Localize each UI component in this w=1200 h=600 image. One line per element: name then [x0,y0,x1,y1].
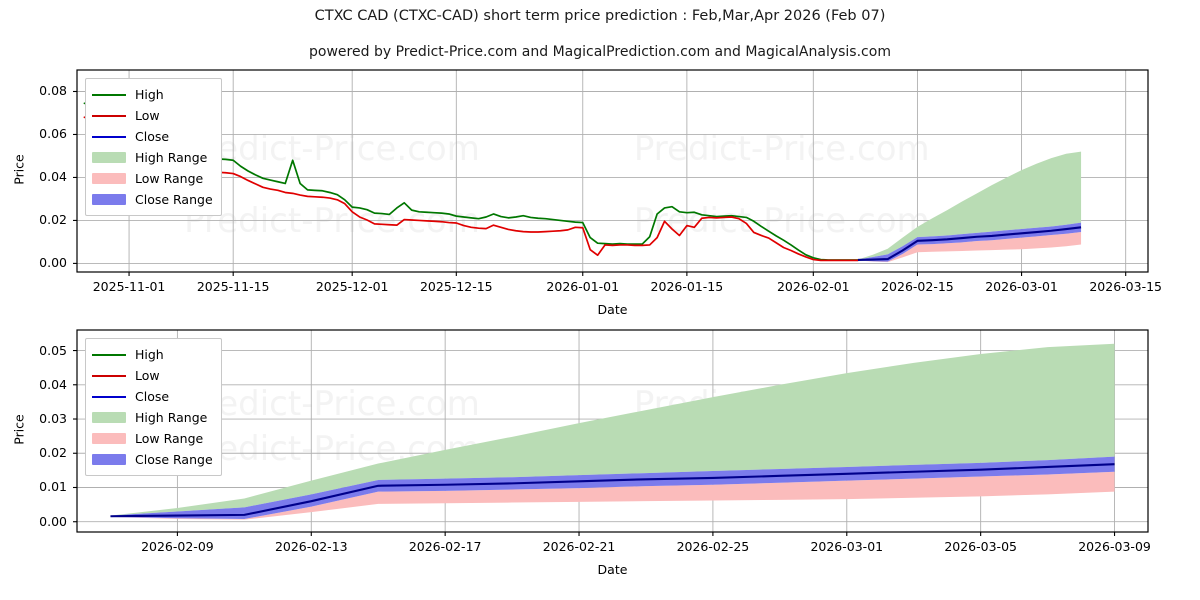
legend-swatch-line-icon [92,369,126,383]
legend-item-high-range: High Range [92,147,213,168]
x-tick-label: 2026-03-01 [985,279,1058,294]
x-tick-label: 2025-11-01 [92,279,166,294]
legend-swatch-patch-icon [92,433,126,444]
legend-item-low: Low [92,365,213,386]
page-title: CTXC CAD (CTXC-CAD) short term price pre… [314,8,886,24]
legend-label: Close [135,129,170,144]
legend-label: High Range [135,150,208,165]
legend-swatch-patch-icon [92,412,126,423]
y-tick-label: 0.00 [39,513,67,529]
x-tick-label: 2026-03-01 [810,539,884,554]
legend-swatch-line-icon [92,390,126,404]
x-tick-label: 2026-02-17 [408,539,482,554]
forecast-detail-plot: Predict-Price.comPredict-Price.comPredic… [73,329,1149,536]
legend-label: High [135,87,164,102]
legend-label: Close Range [135,452,213,467]
legend-item-close-range: Close Range [92,189,213,210]
legend-item-high: High [92,344,213,365]
y-tick-label: 0.02 [39,212,67,228]
x-tick-label: 2026-01-01 [546,279,620,294]
legend-label: Close [135,389,170,404]
forecast-detail-chart-panel: Predict-Price.comPredict-Price.comPredic… [0,310,1200,600]
overview-plot: Predict-Price.com Predict-Price.com Predic… [73,69,1149,276]
legend-item-close: Close [92,386,213,407]
x-tick-label: 2026-02-25 [676,539,750,554]
x-tick-label: 2026-03-09 [1078,539,1151,554]
legend-swatch-line-icon [92,348,126,362]
svg-text:Predict-Price.com: Predict-Price.com [634,129,930,169]
forecast-detail-legend: High Low Close High Range Low Range Close Ran… [85,338,222,476]
legend-item-high-range: High Range [92,407,213,428]
x-tick-label: 2026-02-15 [881,279,954,294]
x-tick-label: 2026-02-09 [141,539,214,554]
page-subtitle: powered by Predict-Price.com and Magical… [309,44,891,60]
svg-text:Predict-Price.com: Predict-Price.com [634,201,930,241]
legend-swatch-patch-icon [92,454,126,465]
legend-label: Low [135,108,160,123]
forecast-x-axis-label: Date [597,562,628,577]
legend-label: Low Range [135,431,204,446]
y-tick-label: 0.04 [39,169,67,185]
legend-item-close-range: Close Range [92,449,213,470]
legend-label: High Range [135,410,208,425]
legend-label: Low [135,368,160,383]
legend-swatch-patch-icon [92,194,126,205]
y-tick-label: 0.06 [39,126,67,142]
forecast-y-axis-label: Price [11,414,27,445]
x-tick-label: 2026-02-13 [274,539,348,554]
x-tick-label: 2026-02-01 [776,279,850,294]
legend-label: Close Range [135,192,213,207]
x-tick-label: 2026-01-15 [650,279,724,294]
legend-item-high: High [92,84,213,105]
legend-swatch-patch-icon [92,152,126,163]
legend-item-low: Low [92,105,213,126]
x-tick-label: 2026-03-15 [1089,279,1163,294]
y-tick-label: 0.01 [39,479,67,495]
svg-text:Predict-Price.com: Predict-Price.com [184,384,480,424]
x-tick-label: 2026-03-05 [944,539,1017,554]
legend-swatch-line-icon [92,109,126,123]
legend-swatch-line-icon [92,130,126,144]
legend-swatch-line-icon [92,88,126,102]
legend-item-low-range: Low Range [92,168,213,189]
y-tick-label: 0.08 [39,83,67,99]
legend-item-low-range: Low Range [92,428,213,449]
legend-label: Low Range [135,171,204,186]
svg-text:Predict-Price.com: Predict-Price.com [184,129,480,169]
x-tick-label: 2025-12-15 [419,279,493,294]
legend-item-close: Close [92,126,213,147]
legend-label: High [135,347,164,362]
y-tick-label: 0.03 [39,411,67,427]
x-tick-label: 2026-02-21 [542,539,616,554]
x-tick-label: 2025-11-15 [196,279,270,294]
legend-swatch-patch-icon [92,173,126,184]
overview-chart-panel: Predict-Price.com Predict-Price.com Predic… [12,69,1163,317]
y-tick-label: 0.00 [39,255,67,271]
overview-x-axis-label: Date [597,302,628,317]
y-tick-label: 0.05 [39,342,67,358]
overview-legend: High Low Close High Range Low Range Close Ran… [85,78,222,216]
y-tick-label: 0.04 [39,376,67,392]
x-tick-label: 2025-12-01 [315,279,389,294]
y-tick-label: 0.02 [39,445,67,461]
